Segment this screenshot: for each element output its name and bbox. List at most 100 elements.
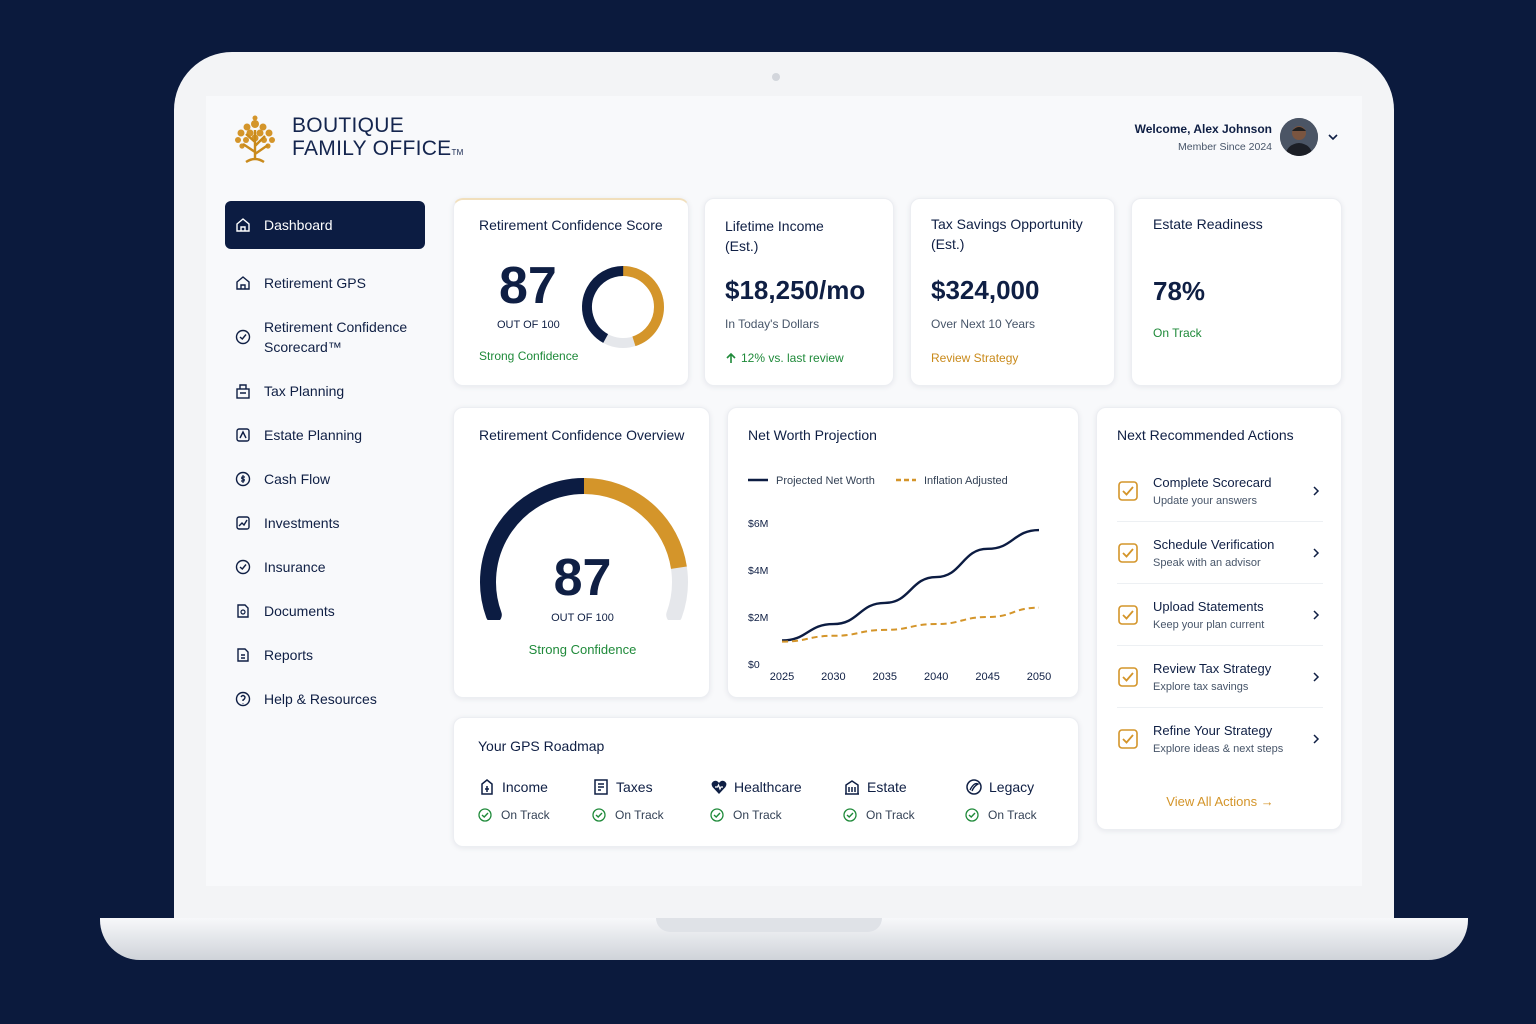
recommended-actions-card: Next Recommended Actions Complete Scorec… (1096, 407, 1342, 830)
trademark: TM (451, 148, 464, 157)
x-tick-label: 2035 (873, 671, 897, 683)
user-menu[interactable]: Welcome, Alex Johnson Member Since 2024 (1135, 118, 1340, 156)
x-tick-label: 2045 (975, 671, 999, 683)
action-item[interactable]: Review Tax Strategy Explore tax savings (1117, 646, 1323, 708)
income-card[interactable]: Lifetime Income (Est.) $18,250/mo In Tod… (704, 198, 894, 386)
sidebar-item-estate-planning[interactable]: Estate Planning (225, 413, 425, 457)
gauge-fill-navy (480, 478, 592, 620)
score-donut-chart (582, 266, 664, 348)
checkbox-icon (1118, 480, 1138, 501)
y-tick-label: $2M (748, 612, 768, 624)
score-card-title: Retirement Confidence Score (479, 217, 663, 233)
y-tick-label: $0 (748, 659, 760, 671)
roadmap-status: On Track (501, 808, 550, 822)
brand-line-1: BOUTIQUE (292, 114, 405, 137)
heart-icon (711, 780, 727, 794)
income-value: $18,250/mo (725, 275, 866, 305)
member-since: Member Since 2024 (1178, 140, 1272, 153)
document-icon (237, 604, 249, 618)
roadmap-item-income[interactable]: Income On Track (478, 778, 550, 822)
roadmap-item-healthcare[interactable]: Healthcare On Track (710, 778, 802, 822)
tax-card-title: Tax Savings Opportunity (Est.) (931, 216, 1083, 252)
roadmap-label: Income (502, 779, 548, 795)
review-strategy-link[interactable]: Review Strategy (931, 351, 1019, 365)
action-item[interactable]: Refine Your Strategy Explore ideas & next… (1117, 708, 1323, 770)
roadmap-label: Legacy (989, 779, 1035, 795)
confidence-overview-card[interactable]: Retirement Confidence Overview 87 OUT OF… (453, 407, 710, 698)
welcome-text: Welcome, Alex Johnson (1134, 121, 1272, 136)
avatar[interactable] (1280, 118, 1318, 156)
confidence-gauge (480, 478, 688, 620)
tax-savings-card[interactable]: Tax Savings Opportunity (Est.) $324,000 … (910, 198, 1115, 386)
action-subtitle: Speak with an advisor (1153, 556, 1261, 569)
overview-out-of: OUT OF 100 (551, 612, 614, 624)
roadmap-label: Taxes (616, 779, 653, 795)
chart-icon (236, 516, 250, 530)
sidebar-item-label: Documents (264, 603, 335, 619)
action-subtitle: Explore ideas & next steps (1153, 743, 1284, 755)
chevron-right-icon (1313, 485, 1320, 496)
shield-check-icon (235, 559, 251, 575)
chevron-right-icon (1313, 547, 1320, 558)
action-title: Complete Scorecard (1153, 474, 1272, 490)
action-item[interactable]: Schedule Verification Speak with an advis… (1117, 522, 1323, 584)
tree-logo-icon (235, 115, 275, 164)
action-title: Review Tax Strategy (1153, 660, 1272, 676)
x-tick-label: 2040 (924, 671, 948, 683)
roadmap-item-estate[interactable]: Estate On Track (843, 778, 915, 822)
sidebar-item-tax-planning[interactable]: Tax Planning (225, 369, 425, 413)
sidebar-item-reports[interactable]: Reports (225, 633, 425, 677)
sidebar-item-investments[interactable]: Investments (225, 501, 425, 545)
roadmap-title: Your GPS Roadmap (478, 738, 605, 754)
sidebar-item-label: Tax Planning (264, 383, 345, 399)
x-tick-label: 2050 (1027, 671, 1051, 683)
gps-roadmap-card: Your GPS Roadmap Income On Track Taxes On… (453, 717, 1079, 847)
net-worth-projection-card[interactable]: Net Worth Projection Projected Net Worth… (727, 407, 1079, 698)
view-all-actions-link[interactable]: View All Actions → (1166, 794, 1274, 809)
brand-logo[interactable]: BOUTIQUE FAMILY OFFICETM (228, 112, 464, 166)
home-icon (236, 276, 250, 290)
estate-status: On Track (1153, 326, 1202, 340)
help-icon (235, 691, 251, 707)
checkbox-icon (1118, 604, 1138, 625)
sidebar-item-retirement-gps[interactable]: Retirement GPS (225, 261, 425, 305)
series-line-0 (781, 528, 1040, 642)
check-circle-icon (843, 808, 857, 822)
donut-segment-navy (582, 266, 664, 348)
checkbox-icon (1118, 729, 1138, 749)
roadmap-item-taxes[interactable]: Taxes On Track (592, 778, 664, 822)
sidebar-item-dashboard[interactable]: Dashboard (225, 201, 425, 249)
legacy-icon (966, 779, 982, 795)
sidebar-item-help[interactable]: Help & Resources (225, 677, 425, 721)
overview-score: 87 (553, 549, 612, 607)
score-out-of: OUT OF 100 (497, 319, 560, 331)
sidebar-item-cash-flow[interactable]: Cash Flow (225, 457, 425, 501)
action-title: Schedule Verification (1153, 536, 1275, 552)
income-sub: In Today's Dollars (725, 317, 820, 331)
gauge-fill-gold (583, 478, 687, 570)
check-circle-icon (965, 808, 979, 822)
roadmap-status: On Track (866, 808, 915, 822)
action-item[interactable]: Complete Scorecard Update your answers (1117, 460, 1323, 522)
checkbox-icon (1118, 542, 1138, 563)
roadmap-label: Estate (867, 779, 907, 795)
estate-readiness-card[interactable]: Estate Readiness 78% On Track (1131, 198, 1342, 386)
action-subtitle: Keep your plan current (1153, 618, 1265, 631)
income-icon (481, 779, 493, 795)
roadmap-status: On Track (733, 808, 782, 822)
app-screen: BOUTIQUE FAMILY OFFICETM Welcome, Alex J… (206, 96, 1362, 886)
sidebar-item-documents[interactable]: Documents (225, 589, 425, 633)
chevron-down-icon[interactable] (1326, 130, 1340, 144)
brand-line-2: FAMILY OFFICE (292, 137, 452, 160)
chevron-right-icon (1313, 734, 1320, 744)
sidebar-item-scorecard[interactable]: Retirement Confidence Scorecard™ (225, 305, 425, 369)
action-item[interactable]: Upload Statements Keep your plan current (1117, 584, 1323, 646)
tax-icon (236, 384, 250, 399)
check-circle-icon (710, 808, 724, 822)
roadmap-status: On Track (988, 808, 1037, 822)
roadmap-item-legacy[interactable]: Legacy On Track (965, 778, 1037, 822)
income-trend: 12% vs. last review (741, 351, 844, 365)
sidebar-item-label: Retirement GPS (264, 275, 366, 291)
score-card[interactable]: Retirement Confidence Score 87 OUT OF 10… (453, 198, 689, 386)
sidebar-item-insurance[interactable]: Insurance (225, 545, 425, 589)
